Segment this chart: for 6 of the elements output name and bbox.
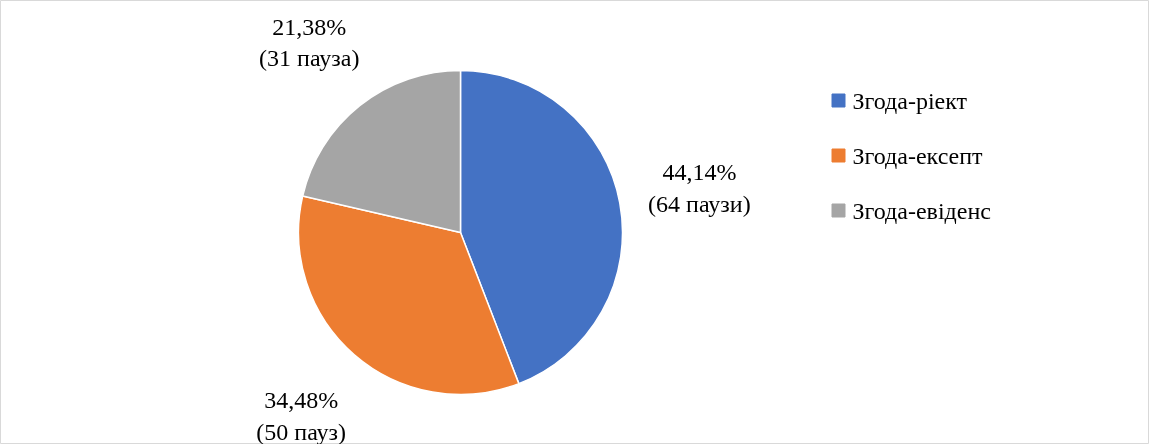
legend-label: Згода-ріект [852,87,968,114]
data-label: 21,38% (31 пауза) [259,13,360,71]
data-label: 44,14% (64 паузи) [648,159,751,217]
legend-label: Згода-ексепт [852,142,984,169]
legend-label: Згода-евіденс [852,197,991,224]
data-label: 34,48% (50 пауз) [256,387,347,444]
